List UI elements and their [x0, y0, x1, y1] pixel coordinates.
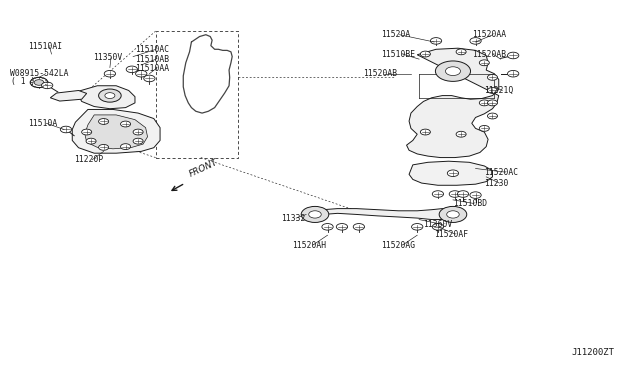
Circle shape	[308, 211, 321, 218]
Text: ( 1 ): ( 1 )	[12, 77, 36, 86]
Circle shape	[86, 138, 96, 144]
Circle shape	[60, 126, 72, 133]
Text: FRONT: FRONT	[188, 158, 220, 179]
Circle shape	[42, 82, 53, 89]
Circle shape	[105, 93, 115, 99]
Circle shape	[34, 80, 44, 85]
Circle shape	[439, 206, 467, 222]
Text: 11510AI: 11510AI	[28, 42, 63, 51]
Circle shape	[479, 100, 490, 106]
Polygon shape	[409, 161, 493, 185]
Circle shape	[99, 144, 109, 150]
Polygon shape	[85, 115, 148, 149]
Circle shape	[144, 75, 155, 82]
Text: 11350V: 11350V	[93, 53, 122, 62]
Circle shape	[120, 121, 131, 127]
Circle shape	[432, 191, 444, 197]
Circle shape	[488, 113, 497, 119]
Circle shape	[104, 70, 116, 77]
Text: 11510BE: 11510BE	[381, 49, 415, 58]
Circle shape	[336, 224, 348, 230]
Polygon shape	[306, 209, 455, 219]
Circle shape	[301, 206, 329, 222]
Circle shape	[470, 192, 481, 198]
Circle shape	[432, 224, 444, 230]
Circle shape	[479, 60, 490, 66]
Circle shape	[508, 70, 519, 77]
Text: 11510AA: 11510AA	[135, 64, 169, 73]
Circle shape	[488, 100, 497, 106]
Polygon shape	[406, 48, 499, 158]
Circle shape	[120, 144, 131, 150]
Circle shape	[126, 66, 138, 73]
Text: 11510AC: 11510AC	[135, 45, 169, 54]
Text: 11520AC: 11520AC	[484, 168, 518, 177]
Circle shape	[456, 131, 466, 137]
Text: J11200ZT: J11200ZT	[572, 347, 615, 357]
Text: 11510A: 11510A	[28, 119, 58, 128]
Text: 11332: 11332	[281, 214, 305, 222]
Circle shape	[420, 129, 430, 135]
Circle shape	[430, 38, 442, 44]
Circle shape	[99, 119, 109, 124]
Text: 11520A: 11520A	[381, 30, 411, 39]
Circle shape	[353, 224, 365, 230]
Circle shape	[447, 211, 460, 218]
Text: 11520AH: 11520AH	[292, 241, 326, 250]
Circle shape	[470, 38, 481, 44]
Circle shape	[133, 138, 143, 144]
Circle shape	[435, 61, 470, 81]
Text: 11221Q: 11221Q	[484, 86, 513, 95]
Polygon shape	[72, 109, 160, 153]
Text: 11520AA: 11520AA	[472, 30, 506, 39]
Circle shape	[322, 224, 333, 230]
Text: 11510AB: 11510AB	[135, 55, 169, 64]
Circle shape	[488, 74, 497, 80]
Text: 11220P: 11220P	[74, 155, 104, 164]
Circle shape	[449, 191, 461, 197]
Circle shape	[412, 224, 423, 230]
Text: 11520AF: 11520AF	[434, 230, 468, 238]
Text: W08915-542LA: W08915-542LA	[10, 69, 68, 78]
Circle shape	[136, 70, 147, 77]
Polygon shape	[51, 90, 86, 101]
Text: 11520AG: 11520AG	[381, 241, 415, 250]
Circle shape	[82, 129, 92, 135]
Circle shape	[479, 125, 490, 131]
Circle shape	[133, 129, 143, 135]
Circle shape	[30, 77, 48, 87]
Text: 11360V: 11360V	[424, 220, 452, 229]
Circle shape	[447, 170, 459, 177]
Circle shape	[508, 52, 519, 59]
Circle shape	[99, 89, 121, 102]
Circle shape	[458, 191, 468, 197]
Text: 11520AB: 11520AB	[472, 49, 506, 58]
Circle shape	[488, 87, 497, 93]
Circle shape	[456, 49, 466, 55]
Circle shape	[445, 67, 461, 76]
Text: 11520AB: 11520AB	[363, 69, 397, 78]
Text: 11510BD: 11510BD	[453, 199, 487, 208]
Text: 11230: 11230	[484, 179, 509, 187]
Circle shape	[420, 51, 430, 57]
Polygon shape	[79, 86, 135, 109]
